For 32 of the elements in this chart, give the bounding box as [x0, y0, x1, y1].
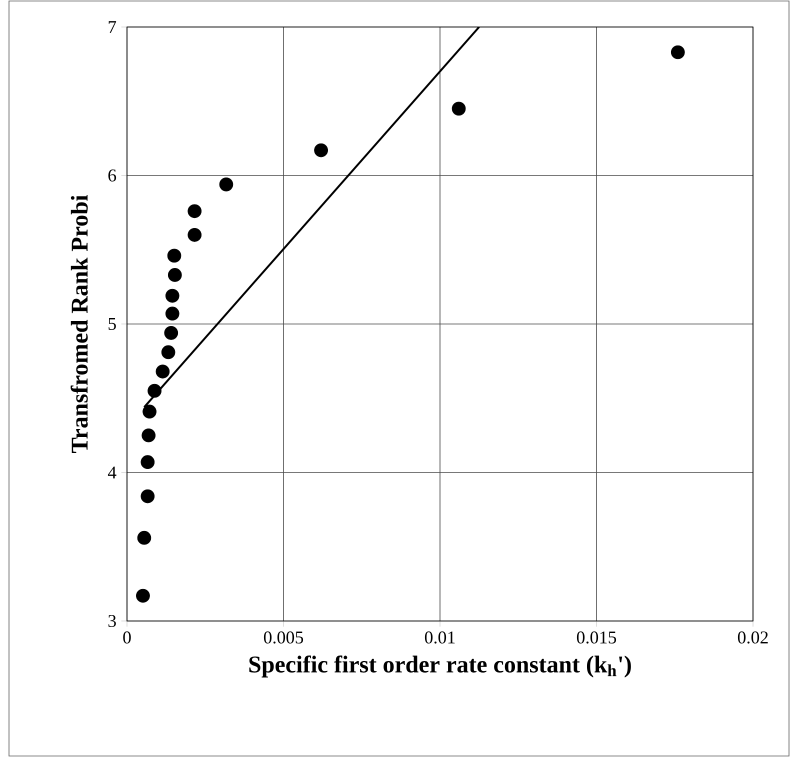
- x-tick-label: 0.02: [738, 631, 768, 644]
- point: [165, 306, 180, 321]
- point: [142, 428, 156, 442]
- point: [219, 177, 234, 192]
- point: [165, 288, 180, 303]
- x-tick-label: 0.005: [264, 631, 304, 644]
- point: [188, 204, 202, 218]
- point: [452, 102, 466, 116]
- point: [156, 364, 170, 378]
- point: [167, 248, 182, 263]
- point: [670, 45, 685, 60]
- x-tick-label: 0.015: [576, 631, 616, 644]
- x-axis-title: Specific first order rate constant (k$_{h}$'): [249, 655, 631, 678]
- point: [136, 588, 150, 603]
- y-tick-label: 3: [108, 614, 116, 628]
- point: [142, 404, 156, 419]
- x-tick-label: 0.01: [424, 631, 455, 644]
- point: [168, 268, 182, 282]
- y-tick-label: 4: [108, 466, 116, 478]
- y-tick-label: 5: [108, 318, 116, 330]
- point: [161, 345, 176, 360]
- point: [140, 455, 155, 470]
- point: [188, 228, 202, 242]
- y-tick-label: 7: [108, 21, 116, 33]
- point: [140, 489, 155, 504]
- y-axis-title: Transfromed Rank Probi: [70, 195, 88, 453]
- point: [164, 326, 178, 340]
- point: [148, 384, 162, 398]
- point: [137, 530, 152, 545]
- point: [314, 143, 328, 158]
- y-tick-label: 6: [108, 169, 116, 182]
- x-tick-label: 0: [123, 631, 131, 644]
